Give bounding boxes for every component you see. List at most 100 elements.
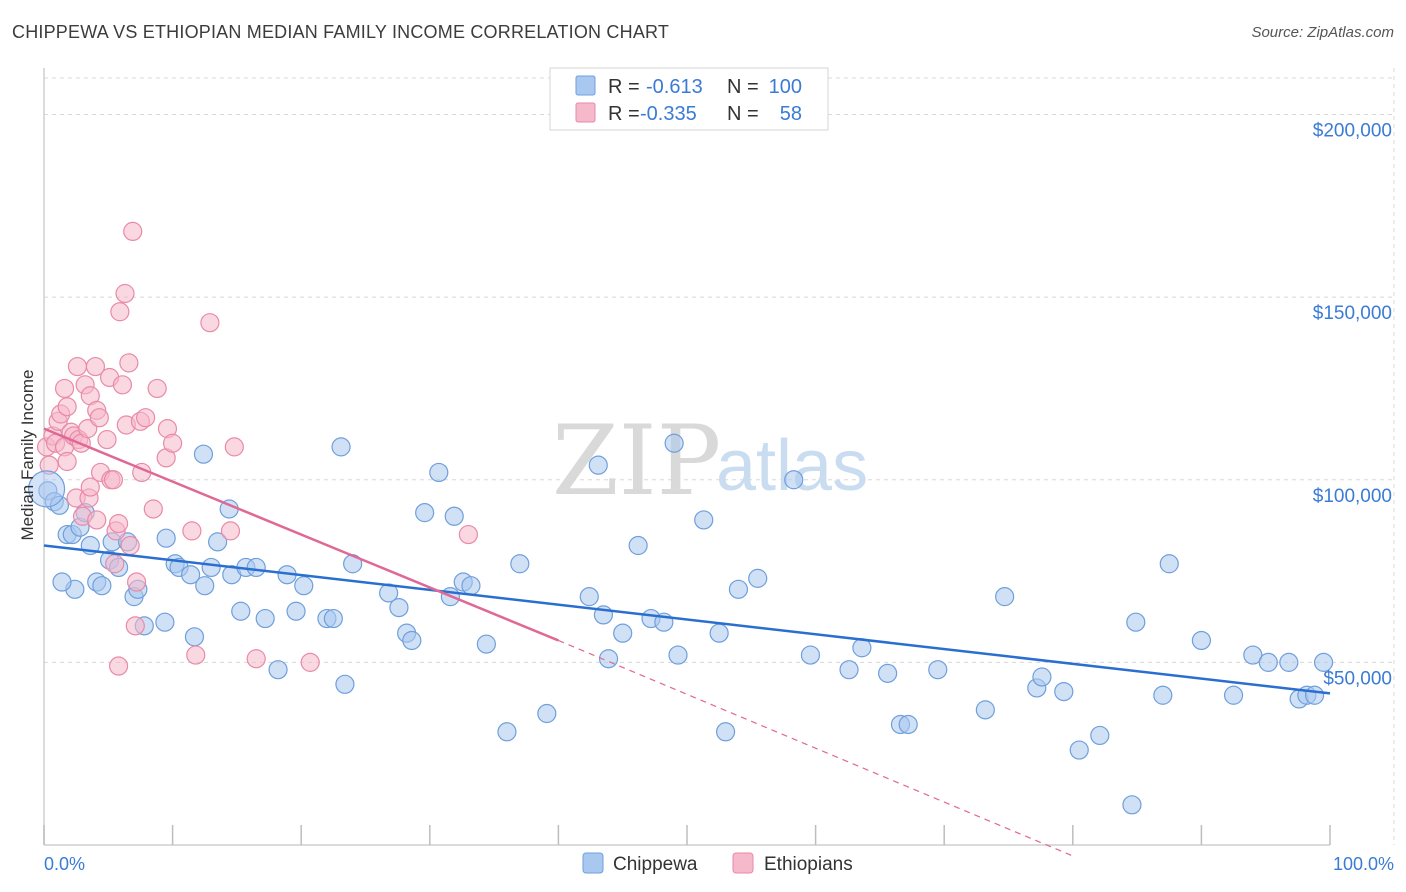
chippewa-point-27 — [201, 557, 221, 578]
chippewa-point-71 — [728, 579, 749, 599]
bottom-legend-swatch-ethiopians — [732, 852, 754, 874]
legend-r-label-1: R = — [608, 76, 640, 98]
chippewa-point-75 — [839, 660, 859, 680]
chippewa-point-82 — [995, 587, 1015, 607]
ethiopian-point-47 — [143, 499, 163, 519]
chippewa-point-70 — [715, 722, 736, 742]
legend-n-label-1: N = — [727, 76, 759, 98]
chippewa-point-85 — [1054, 681, 1074, 702]
ethiopian-point-36 — [112, 375, 133, 395]
y-tick-label-2: $150,000 — [1313, 303, 1392, 324]
chippewa-point-91 — [1159, 554, 1179, 574]
y-tick-labels: $50,000 $100,000 $150,000 $200,000 — [1313, 121, 1392, 690]
legend-swatch-chippewa — [575, 75, 596, 96]
ethiopian-point-30 — [103, 470, 124, 490]
ethiopian-trend-extension — [558, 639, 1074, 857]
axis-layer — [43, 68, 1331, 846]
chippewa-point-84 — [1032, 667, 1052, 687]
chippewa-point-72 — [748, 568, 768, 588]
ethiopian-point-34 — [110, 302, 130, 322]
chippewa-point-48 — [415, 503, 435, 523]
ethiopian-point-39 — [119, 353, 139, 373]
ethiopian-point-42 — [125, 616, 145, 636]
chippewa-point-92 — [1191, 630, 1212, 651]
ethiopian-point-31 — [105, 554, 125, 574]
bottom-legend-label-chippewa: Chippewa — [613, 854, 698, 875]
ethiopian-point-20 — [80, 477, 100, 497]
chippewa-point-73 — [784, 470, 804, 490]
ethiopian-point-57 — [246, 649, 266, 669]
chart-title: CHIPPEWA VS ETHIOPIAN MEDIAN FAMILY INCO… — [12, 22, 670, 42]
ethiopian-point-37 — [115, 283, 135, 304]
chippewa-point-41 — [331, 437, 351, 457]
ethiopian-point-6 — [54, 378, 75, 399]
ethiopian-point-8 — [57, 397, 77, 417]
legend-swatch-ethiopians — [575, 102, 596, 123]
ethiopian-point-22 — [85, 356, 106, 377]
chippewa-point-38 — [294, 576, 314, 596]
chippewa-point-88 — [1122, 795, 1142, 815]
chippewa-point-62 — [613, 623, 633, 643]
legend-n-value-2: 58 — [780, 103, 802, 125]
chippewa-point-66 — [664, 433, 684, 453]
chippewa-point-25 — [195, 576, 215, 596]
ethiopian-point-58 — [300, 652, 320, 672]
chippewa-point-19 — [155, 612, 175, 632]
chippewa-point-96 — [1279, 652, 1299, 672]
y-axis-label: Median Family Income — [18, 369, 37, 540]
legend-n-value-1: 100 — [769, 76, 802, 98]
ethiopian-point-33 — [108, 513, 129, 534]
chippewa-point-56 — [510, 554, 530, 574]
chippewa-point-80 — [928, 660, 948, 680]
ethiopian-point-48 — [147, 378, 167, 399]
chippewa-point-69 — [709, 623, 729, 643]
chippewa-point-89 — [1126, 612, 1146, 632]
ethiopian-point-43 — [126, 572, 147, 592]
bottom-legend: Chippewa Ethiopians — [582, 852, 853, 875]
chippewa-point-42 — [335, 674, 355, 694]
ethiopian-point-25 — [89, 408, 109, 428]
chippewa-point-11 — [92, 576, 112, 596]
chippewa-point-58 — [579, 587, 599, 607]
chippewa-point-28 — [208, 532, 228, 552]
chippewa-point-63 — [628, 535, 648, 556]
ethiopian-point-56 — [224, 437, 244, 457]
ethiopian-point-51 — [163, 433, 183, 453]
ethiopian-point-41 — [123, 221, 143, 241]
y-tick-label-0: $50,000 — [1323, 668, 1392, 689]
chippewa-point-54 — [476, 634, 496, 654]
chippewa-point-99 — [1304, 685, 1325, 705]
bottom-legend-label-ethiopians: Ethiopians — [764, 854, 853, 875]
ethiopian-trend-line — [43, 427, 559, 642]
ethiopian-point-9 — [57, 451, 77, 472]
chippewa-point-33 — [246, 557, 266, 578]
chippewa-point-37 — [286, 601, 306, 621]
chippewa-point-34 — [255, 608, 275, 629]
chippewa-point-45 — [389, 597, 409, 618]
y-tick-label-1: $100,000 — [1313, 486, 1392, 507]
source-label: Source: ZipAtlas.com — [1251, 24, 1394, 41]
chippewa-point-24 — [184, 627, 205, 647]
ethiopian-point-23 — [87, 510, 107, 530]
x-tick-label-start: 0.0% — [44, 854, 85, 874]
chippewa-point-49 — [429, 462, 449, 483]
ethiopian-point-46 — [135, 408, 156, 428]
legend-r-value-2: -0.335 — [640, 103, 697, 125]
chippewa-point-87 — [1090, 725, 1110, 746]
y-tick-label-3: $200,000 — [1313, 121, 1392, 142]
x-tick-label-end: 100.0% — [1333, 854, 1394, 874]
trend-layer — [43, 427, 1331, 857]
ethiopian-point-52 — [182, 521, 202, 541]
stats-legend-box — [549, 67, 829, 131]
chippewa-point-68 — [694, 510, 714, 530]
stats-legend: R = -0.613 N = 100 R = -0.335 N = 58 — [549, 67, 829, 131]
points-layer — [27, 221, 1334, 815]
bottom-legend-swatch-chippewa — [582, 852, 604, 874]
chippewa-point-53 — [461, 576, 481, 596]
legend-r-label-2: R = — [608, 103, 640, 125]
ethiopian-point-55 — [220, 521, 241, 541]
ethiopian-point-13 — [67, 356, 88, 377]
chippewa-point-79 — [898, 714, 918, 735]
chippewa-point-40 — [323, 608, 343, 629]
